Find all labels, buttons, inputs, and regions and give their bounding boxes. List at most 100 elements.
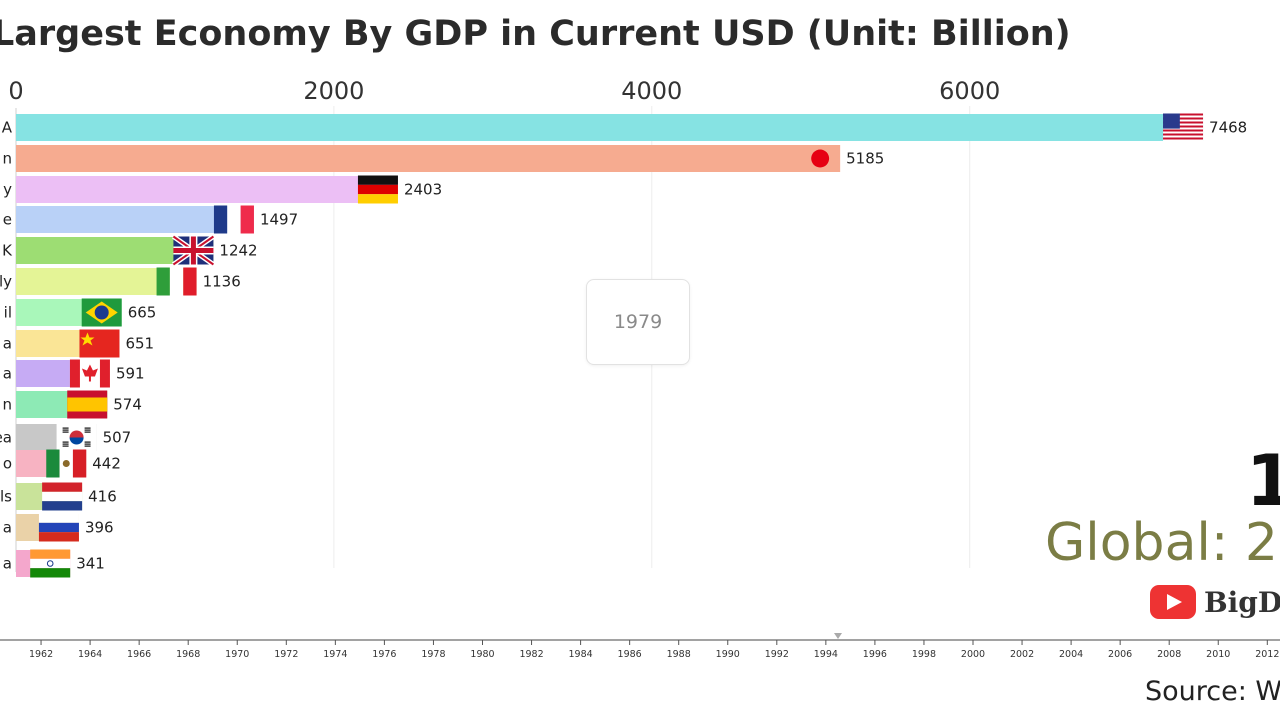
- timeline-label[interactable]: 1964: [78, 649, 102, 660]
- flag-part: [227, 205, 241, 234]
- brazil-flag-icon: [81, 298, 122, 327]
- timeline-label[interactable]: 1982: [519, 649, 543, 660]
- bar: [16, 114, 1204, 141]
- flag-part: [67, 397, 108, 412]
- value-label: 1242: [219, 242, 257, 260]
- mexico-flag-icon: [46, 449, 87, 478]
- category-label: il: [4, 304, 12, 322]
- bars: 7468 A 5185 n 2403 y 1497 e 1242 K 1136 ly 665 il 651 a…: [0, 113, 1247, 578]
- bar-row: 591 a: [3, 359, 145, 388]
- grid-lines: [15, 106, 971, 572]
- timeline-label[interactable]: 2004: [1059, 649, 1083, 660]
- flag-part: [1163, 121, 1204, 124]
- value-label: 341: [76, 555, 105, 573]
- flag-part: [357, 175, 398, 185]
- timeline-label[interactable]: 1984: [569, 649, 593, 660]
- flag-part: [69, 430, 84, 438]
- x-tick-label: 4000: [621, 77, 682, 105]
- flag-part: [1163, 135, 1204, 138]
- flag-part: [62, 427, 69, 429]
- timeline-label[interactable]: 1976: [372, 649, 396, 660]
- timeline-label[interactable]: 1988: [667, 649, 691, 660]
- category-label: y: [3, 181, 12, 199]
- flag-part: [240, 205, 254, 234]
- category-label: a: [3, 365, 12, 383]
- timeline-label[interactable]: 1994: [814, 649, 838, 660]
- flag-part: [46, 560, 54, 567]
- timeline-label[interactable]: 1974: [323, 649, 347, 660]
- timeline-label[interactable]: 1972: [274, 649, 298, 660]
- timeline-label[interactable]: 1998: [912, 649, 936, 660]
- value-label: 2403: [404, 181, 442, 199]
- flag-part: [42, 491, 83, 502]
- category-label: a: [3, 519, 12, 537]
- flag-part: [38, 513, 79, 523]
- timeline-label[interactable]: 1966: [127, 649, 151, 660]
- flag-part: [1163, 139, 1204, 142]
- flag-part: [72, 449, 87, 478]
- category-label: n: [2, 396, 12, 414]
- timeline-label[interactable]: 2006: [1108, 649, 1132, 660]
- flag-part: [1163, 137, 1204, 140]
- timeline-label[interactable]: 1980: [470, 649, 494, 660]
- value-label: 1136: [203, 273, 241, 291]
- value-label: 651: [125, 335, 154, 353]
- category-label: e: [3, 211, 12, 229]
- timeline-label[interactable]: 2000: [961, 649, 985, 660]
- category-label: a: [3, 335, 12, 353]
- japan-flag-icon: [811, 149, 830, 168]
- source-label: Source: We: [1145, 676, 1280, 707]
- timeline-label[interactable]: 2008: [1157, 649, 1181, 660]
- flag-part: [84, 441, 91, 443]
- bar-row: 574 n: [2, 390, 142, 419]
- timeline-label[interactable]: 1978: [421, 649, 445, 660]
- value-label: 416: [88, 488, 117, 506]
- channel-watermark: BigDa: [1150, 582, 1280, 622]
- timeline-label[interactable]: 1962: [29, 649, 53, 660]
- timeline-label[interactable]: 1990: [716, 649, 740, 660]
- flag-part: [84, 445, 91, 447]
- india-flag-icon: [30, 549, 71, 578]
- flag-part: [156, 267, 170, 296]
- uk-flag-icon: [171, 234, 215, 267]
- category-label: a: [3, 555, 12, 573]
- timeline-label[interactable]: 2002: [1010, 649, 1034, 660]
- value-label: 442: [92, 455, 121, 473]
- timeline-label[interactable]: 2010: [1206, 649, 1230, 660]
- timeline-label[interactable]: 2012: [1255, 649, 1279, 660]
- flag-part: [1163, 123, 1204, 126]
- flag-part: [42, 482, 83, 492]
- bar-row: 2403 y: [3, 175, 442, 204]
- flag-part: [84, 443, 91, 445]
- spain-flag-icon: [67, 390, 108, 419]
- value-label: 665: [128, 304, 157, 322]
- flag-part: [811, 149, 830, 168]
- flag-part: [81, 364, 98, 382]
- flag-part: [80, 332, 95, 346]
- timeline-label[interactable]: 1970: [225, 649, 249, 660]
- value-label: 591: [116, 365, 145, 383]
- canada-flag-icon: [69, 359, 110, 388]
- flag-part: [1163, 125, 1204, 128]
- flag-part: [357, 184, 398, 195]
- timeline-label[interactable]: 1996: [863, 649, 887, 660]
- south-korea-flag-icon: [56, 423, 97, 452]
- x-tick-label: 0: [8, 77, 23, 105]
- timeline-label[interactable]: 1986: [618, 649, 642, 660]
- flag-part: [62, 429, 69, 431]
- timeline-label[interactable]: 1968: [176, 649, 200, 660]
- flag-part: [183, 267, 197, 296]
- flag-part: [1163, 127, 1204, 130]
- x-tick-label: 6000: [939, 77, 1000, 105]
- timeline-marker-icon[interactable]: [834, 633, 842, 639]
- flag-part: [173, 248, 214, 253]
- flag-part: [357, 194, 398, 204]
- timeline-axis[interactable]: 0196219641966196819701972197419761978198…: [0, 633, 1280, 660]
- timeline-label[interactable]: 1992: [765, 649, 789, 660]
- category-label: n: [2, 150, 12, 168]
- global-gdp-total: Global: 29: [1045, 513, 1280, 573]
- flag-part: [213, 205, 228, 234]
- flag-part: [69, 437, 84, 445]
- flag-part: [62, 431, 69, 433]
- flag-part: [1163, 113, 1180, 129]
